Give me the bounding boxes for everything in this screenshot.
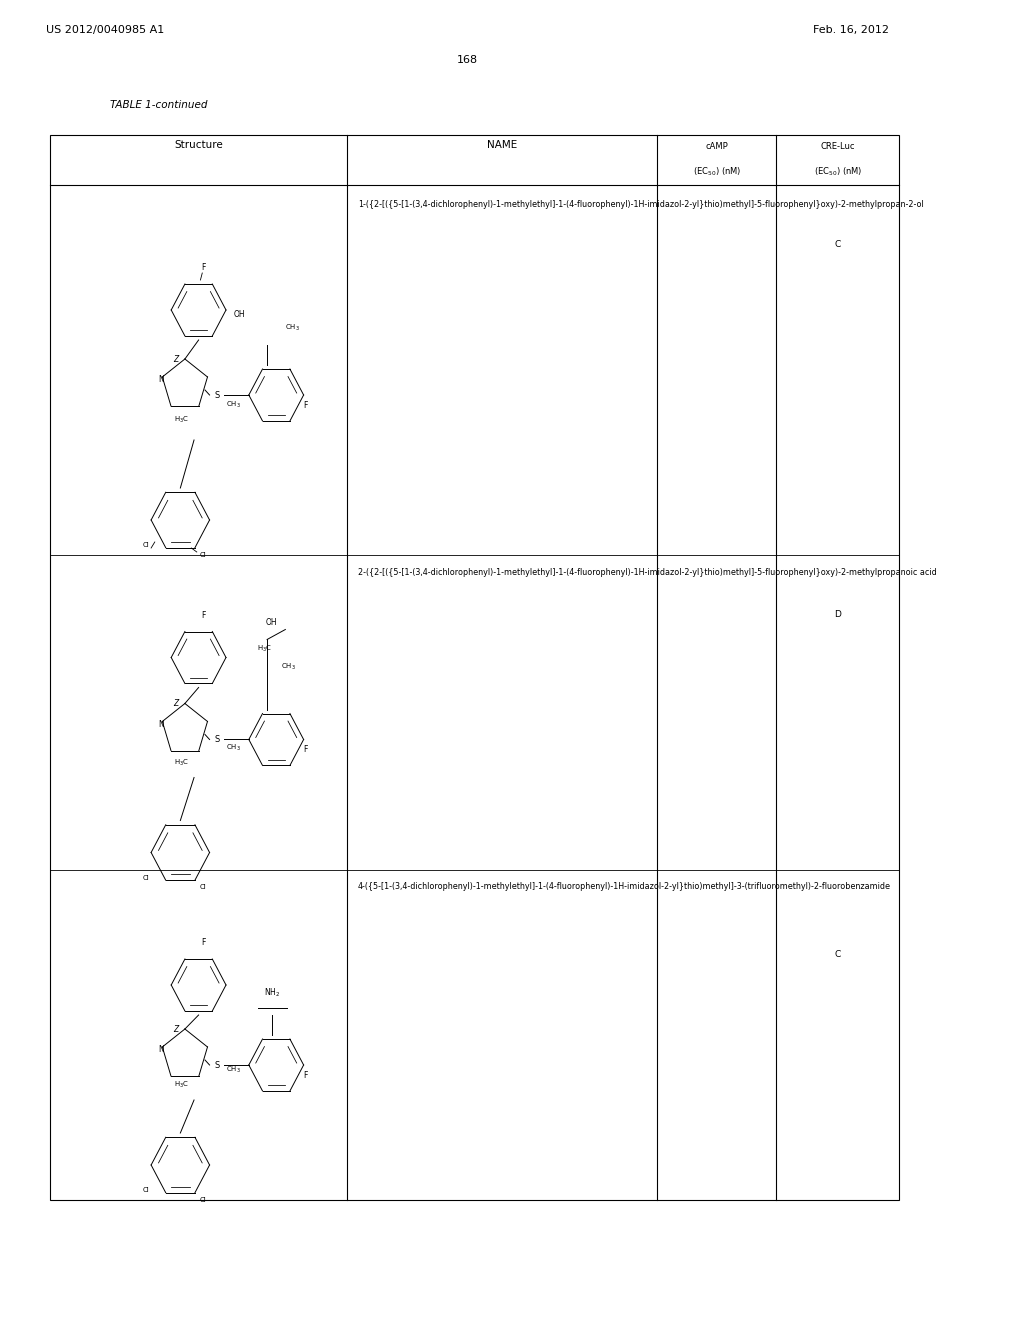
Text: S: S: [214, 735, 219, 744]
Text: Z: Z: [173, 1024, 178, 1034]
Text: (EC$_{50}$) (nM): (EC$_{50}$) (nM): [813, 165, 862, 177]
Text: Cl: Cl: [142, 543, 150, 548]
Text: Cl: Cl: [142, 874, 150, 880]
Text: N: N: [159, 1045, 164, 1055]
Text: N: N: [159, 719, 164, 729]
Text: S: S: [214, 1060, 219, 1069]
Text: H$_3$C: H$_3$C: [174, 758, 189, 768]
Text: C: C: [835, 950, 841, 960]
Text: OH: OH: [233, 310, 246, 319]
Text: F: F: [201, 263, 206, 272]
Text: US 2012/0040985 A1: US 2012/0040985 A1: [46, 25, 164, 36]
Text: CH$_3$: CH$_3$: [226, 1065, 241, 1074]
Bar: [50, 135, 899, 1200]
Text: CH$_3$: CH$_3$: [226, 400, 241, 411]
Text: H$_3$C: H$_3$C: [257, 643, 271, 653]
Text: Z: Z: [173, 355, 178, 363]
Text: 2-({2-[({5-[1-(3,4-dichlorophenyl)-1-methylethyl]-1-(4-fluorophenyl)-1H-imidazol: 2-({2-[({5-[1-(3,4-dichlorophenyl)-1-met…: [358, 568, 937, 577]
Text: Structure: Structure: [174, 140, 223, 150]
Text: C: C: [835, 240, 841, 249]
Text: CH$_3$: CH$_3$: [286, 323, 300, 333]
Text: CH$_3$: CH$_3$: [226, 742, 241, 752]
Text: F: F: [304, 400, 308, 409]
Text: NAME: NAME: [487, 140, 517, 150]
Text: Feb. 16, 2012: Feb. 16, 2012: [813, 25, 890, 36]
Text: H$_3$C: H$_3$C: [174, 1080, 189, 1090]
Text: Cl: Cl: [200, 1197, 207, 1203]
Text: F: F: [201, 610, 206, 619]
Text: F: F: [304, 744, 308, 754]
Text: 1-({2-[({5-[1-(3,4-dichlorophenyl)-1-methylethyl]-1-(4-fluorophenyl)-1H-imidazol: 1-({2-[({5-[1-(3,4-dichlorophenyl)-1-met…: [358, 201, 924, 209]
Text: H$_3$C: H$_3$C: [174, 414, 189, 425]
Text: CH$_3$: CH$_3$: [281, 661, 296, 672]
Text: CRE-Luc: CRE-Luc: [820, 143, 855, 150]
Text: F: F: [304, 1071, 308, 1080]
Text: TABLE 1-continued: TABLE 1-continued: [110, 100, 207, 110]
Text: 4-({5-[1-(3,4-dichlorophenyl)-1-methylethyl]-1-(4-fluorophenyl)-1H-imidazol-2-yl: 4-({5-[1-(3,4-dichlorophenyl)-1-methylet…: [358, 882, 891, 891]
Text: (EC$_{50}$) (nM): (EC$_{50}$) (nM): [692, 165, 741, 177]
Text: cAMP: cAMP: [706, 143, 728, 150]
Text: Cl: Cl: [200, 552, 207, 558]
Text: Cl: Cl: [142, 1187, 150, 1193]
Text: N: N: [159, 375, 164, 384]
Text: F: F: [201, 939, 206, 946]
Text: 168: 168: [457, 55, 478, 65]
Text: D: D: [835, 610, 842, 619]
Text: Z: Z: [173, 700, 178, 708]
Text: OH: OH: [266, 618, 278, 627]
Text: Cl: Cl: [200, 884, 207, 891]
Text: S: S: [214, 391, 219, 400]
Text: NH$_2$: NH$_2$: [263, 987, 280, 999]
